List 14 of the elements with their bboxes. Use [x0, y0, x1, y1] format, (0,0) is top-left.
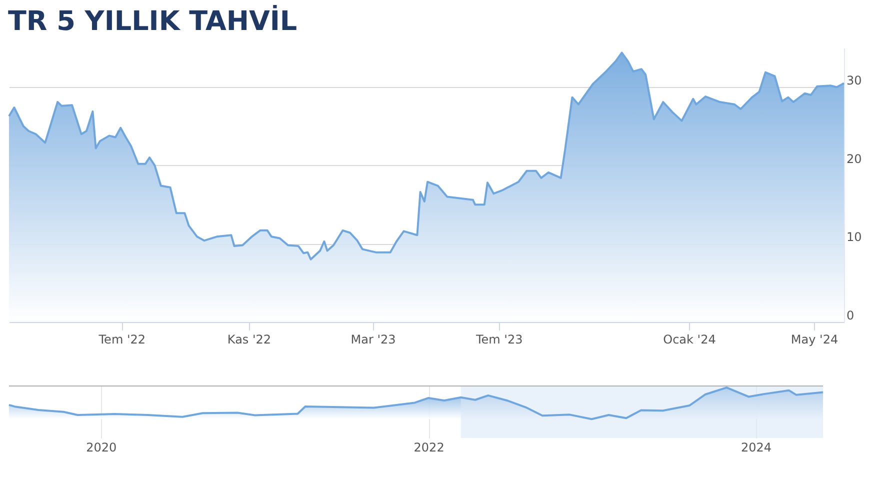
y-tick-label: 30 — [846, 74, 862, 88]
y-tick-label: 10 — [846, 230, 862, 244]
x-tick-label: 2022 — [414, 440, 444, 454]
x-tick-label: May '24 — [790, 332, 838, 346]
x-tick-label: 2020 — [86, 440, 117, 454]
x-tick-label: Tem '22 — [98, 332, 146, 346]
x-tick-label: 2024 — [740, 440, 772, 454]
x-tick-label: Mar '23 — [350, 332, 396, 346]
y-tick-label: 20 — [846, 152, 862, 166]
x-tick-label: Tem '23 — [474, 332, 523, 346]
y-tick-label: 0 — [846, 308, 854, 322]
x-tick-label: Kas '22 — [227, 332, 272, 346]
chart-title: TR 5 YILLIK TAHVİL — [8, 4, 298, 37]
x-tick-label: Ocak '24 — [663, 332, 716, 346]
